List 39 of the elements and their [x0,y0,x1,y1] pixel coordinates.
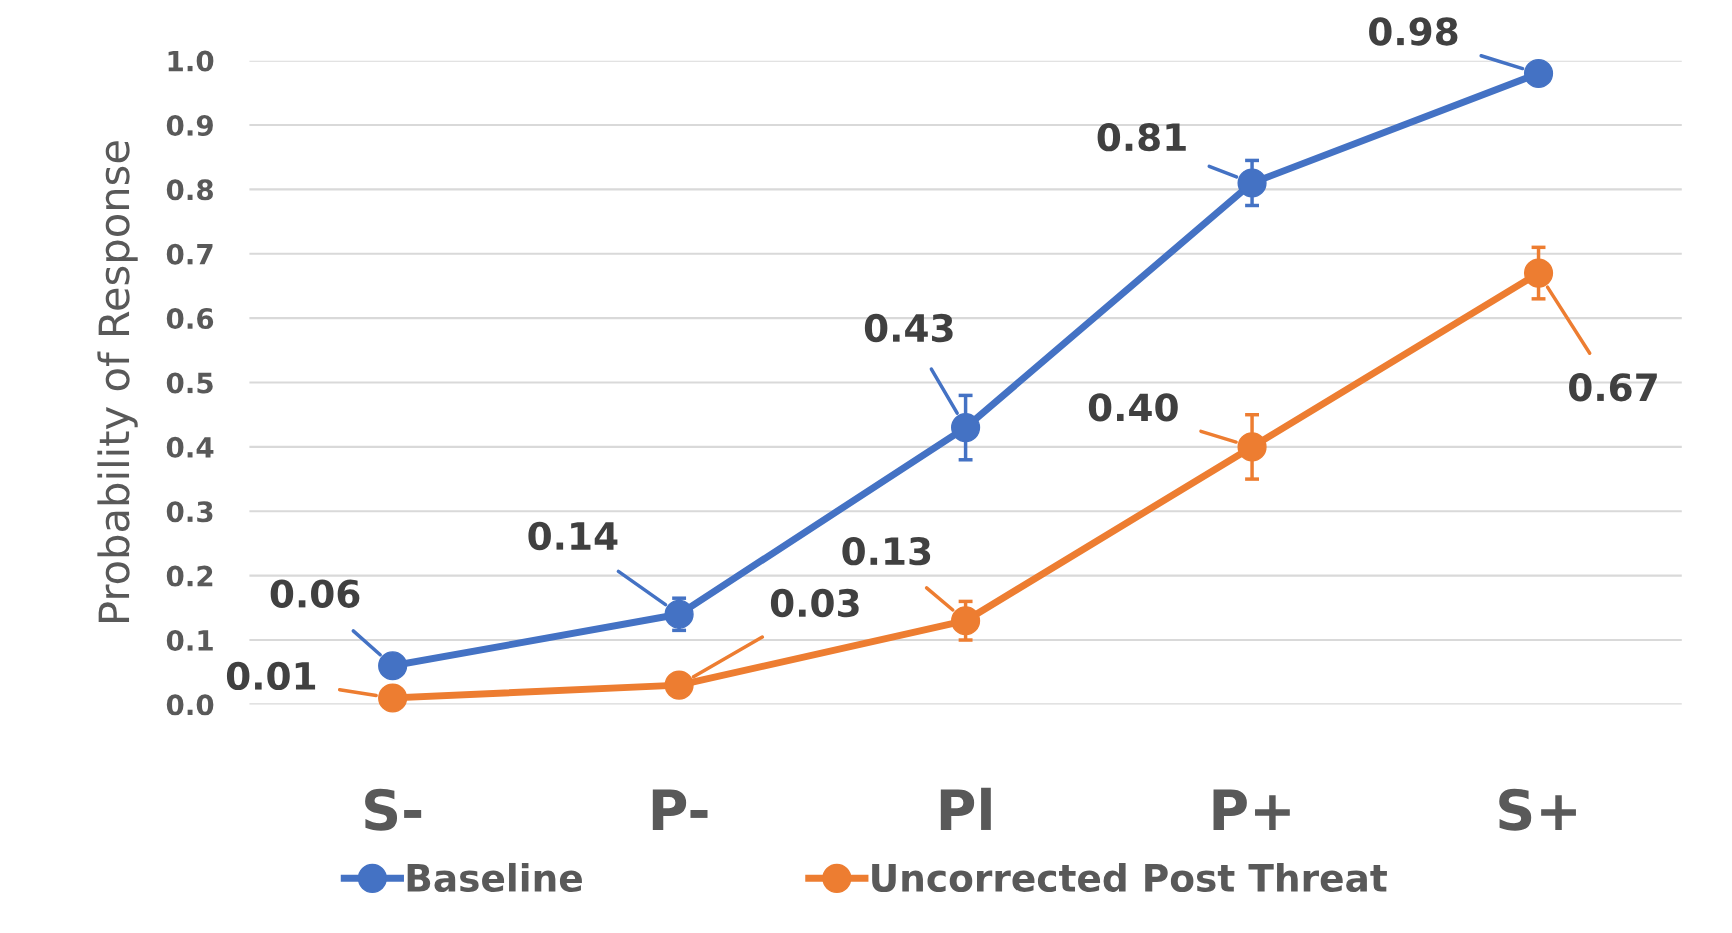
x-tick-label: S+ [1499,788,1576,831]
legend-label: Uncorrected Post Threat [872,862,1387,892]
point [1523,258,1554,288]
y-tick-label: 0.5 [166,372,213,394]
data-label: 0.40 [1088,393,1178,422]
y-tick-label: 0.2 [166,565,213,587]
point [1237,432,1267,462]
point [378,683,408,713]
y-tick-label: 0.4 [166,436,214,458]
data-label: 0.67 [1569,373,1657,402]
x-tick-label: P- [652,789,708,830]
data-label: 0.13 [842,536,931,566]
point [1523,58,1554,89]
point [664,670,694,700]
y-tick-label: 0.6 [166,308,214,330]
y-tick-label: 0.8 [166,179,213,201]
y-axis-title: Probability of Response [97,141,138,622]
data-label: 0.14 [528,521,618,551]
data-label: 0.98 [1369,17,1458,46]
data-label: 0.43 [864,313,953,343]
point [1237,168,1267,198]
point [664,599,694,629]
point [951,606,981,636]
data-label: 0.81 [1097,122,1186,152]
x-tick-label: Pl [940,787,991,830]
x-tick-label: S- [365,788,422,831]
data-label: 0.01 [226,661,316,691]
y-tick-label: 0.0 [166,694,214,716]
y-tick-label: 0.1 [166,629,213,651]
data-label: 0.06 [270,579,360,608]
point [951,413,981,443]
data-label: 0.03 [770,588,859,618]
y-tick-label: 0.3 [166,501,213,523]
y-tick-label: 1.0 [168,50,214,72]
legend-label: Baseline [407,862,582,892]
point [378,651,408,681]
x-tick-label: P+ [1213,789,1290,830]
y-tick-label: 0.7 [166,243,213,265]
y-tick-label: 0.9 [166,114,213,136]
